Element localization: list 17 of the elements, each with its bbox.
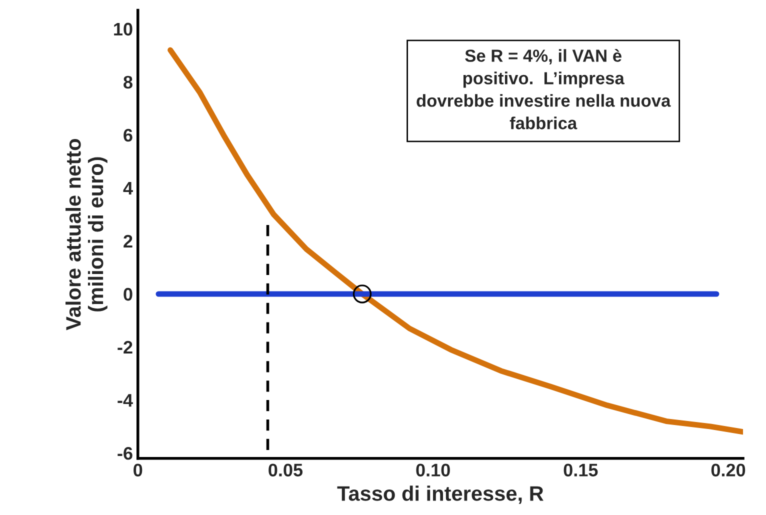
y-tick-label: -6 xyxy=(118,446,132,460)
x-tick-label: 0.20 xyxy=(711,464,746,476)
x-axis-title: Tasso di interesse, R xyxy=(337,486,544,504)
y-tick-label: 4 xyxy=(123,182,133,194)
x-tick-label: 0 xyxy=(134,464,142,476)
y-tick-label: 6 xyxy=(124,128,132,142)
x-tick-label: 0.10 xyxy=(416,464,450,476)
y-axis-title: Valore attuale netto (milioni di euro) xyxy=(66,139,108,330)
y-tick-label: 10 xyxy=(114,22,132,36)
annotation: Se R = 4%, il VAN è positivo. L’impresa dovrebbe investire nella nuova fabbrica xyxy=(416,48,671,130)
y-tick-label: -4 xyxy=(118,394,133,407)
y-tick-label: 8 xyxy=(124,76,132,89)
y-tick-label: -2 xyxy=(118,340,132,354)
y-tick-label: 0 xyxy=(124,288,132,301)
y-tick-label: 2 xyxy=(124,234,132,248)
x-tick-label: 0.05 xyxy=(268,464,303,476)
x-tick-label: 0.15 xyxy=(564,464,598,476)
